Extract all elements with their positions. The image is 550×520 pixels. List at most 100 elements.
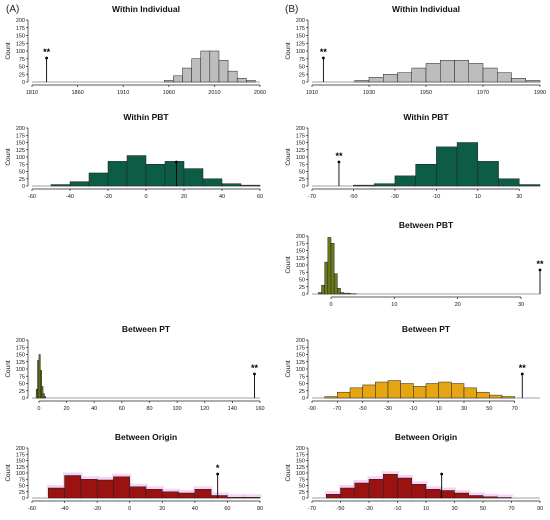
x-tick-label: 70 bbox=[508, 506, 514, 512]
y-tick-label: 75 bbox=[299, 162, 305, 168]
y-tick-label: 0 bbox=[22, 80, 25, 86]
x-tick-label: 1810 bbox=[26, 90, 38, 96]
y-axis-label: Count bbox=[285, 42, 292, 60]
histogram-bar bbox=[373, 183, 396, 187]
histogram-bar bbox=[497, 72, 512, 83]
y-tick-label: 75 bbox=[299, 270, 305, 276]
histogram-bar bbox=[436, 146, 458, 187]
chart-title: Between PBT bbox=[399, 220, 454, 230]
histogram-bar bbox=[40, 370, 42, 399]
histogram-bar bbox=[415, 164, 437, 187]
histogram-bar bbox=[438, 381, 452, 399]
y-tick-label: 75 bbox=[19, 477, 25, 483]
histogram-bar bbox=[194, 489, 212, 499]
x-tick-label: -60 bbox=[28, 506, 36, 512]
x-tick-label: -20 bbox=[93, 506, 101, 512]
y-axis-label: Count bbox=[5, 464, 12, 482]
x-tick-label: 50 bbox=[480, 506, 486, 512]
x-tick-label: 2060 bbox=[254, 90, 266, 96]
x-tick-label: 1910 bbox=[306, 90, 318, 96]
y-tick-label: 100 bbox=[16, 49, 25, 55]
histogram-bar bbox=[88, 172, 109, 187]
y-tick-label: 50 bbox=[299, 170, 305, 176]
histogram-bar bbox=[44, 396, 47, 399]
histogram-bar bbox=[327, 237, 332, 295]
histogram-bar bbox=[368, 479, 384, 499]
histogram-bar bbox=[191, 58, 201, 83]
histogram-bar bbox=[456, 142, 479, 187]
chart-title: Between PT bbox=[402, 324, 451, 334]
observed-marker-dot bbox=[45, 56, 48, 60]
observed-marker-dot bbox=[337, 160, 341, 164]
histogram-bar bbox=[354, 482, 370, 499]
y-tick-label: 50 bbox=[19, 484, 25, 490]
y-tick-label: 75 bbox=[299, 57, 305, 63]
histogram-bar bbox=[394, 175, 416, 187]
histogram-bar bbox=[411, 67, 427, 83]
chart-title: Within Individual bbox=[392, 4, 460, 14]
x-tick-label: 1950 bbox=[420, 90, 432, 96]
y-tick-label: 175 bbox=[296, 345, 305, 351]
density-halo bbox=[481, 493, 499, 498]
histogram-bar bbox=[145, 489, 163, 499]
x-tick-label: 0 bbox=[144, 194, 147, 200]
y-tick-label: 150 bbox=[296, 353, 305, 359]
histogram-bar bbox=[340, 487, 355, 499]
x-tick-label: -70 bbox=[333, 406, 341, 412]
x-tick-label: -10 bbox=[432, 194, 440, 200]
histogram-bar bbox=[200, 50, 211, 83]
x-tick-label: -30 bbox=[365, 506, 373, 512]
histogram-bar bbox=[489, 394, 503, 399]
y-tick-label: 200 bbox=[296, 446, 305, 452]
x-tick-label: 1970 bbox=[477, 90, 489, 96]
y-tick-label: 150 bbox=[296, 34, 305, 40]
y-tick-label: 175 bbox=[16, 345, 25, 351]
y-tick-label: 175 bbox=[296, 133, 305, 139]
x-tick-label: -20 bbox=[104, 194, 112, 200]
density-halo bbox=[225, 494, 246, 498]
x-tick-label: 1910 bbox=[117, 90, 129, 96]
x-tick-label: -60 bbox=[28, 194, 36, 200]
y-axis-label: Count bbox=[5, 360, 12, 378]
significance-label: ** bbox=[251, 363, 259, 373]
y-tick-label: 50 bbox=[299, 484, 305, 490]
histogram-bar bbox=[240, 184, 261, 187]
chart-B-between-pt: Between PTCount0255075100125150175200-90… bbox=[285, 324, 540, 412]
y-tick-label: 25 bbox=[299, 72, 305, 78]
y-axis-label: Count bbox=[5, 148, 12, 166]
histogram-bar bbox=[126, 155, 147, 187]
histogram-bar bbox=[324, 261, 329, 295]
x-tick-label: 80 bbox=[257, 506, 263, 512]
histogram-bar bbox=[497, 497, 512, 499]
y-tick-label: 0 bbox=[22, 496, 25, 502]
x-tick-label: 30 bbox=[518, 302, 524, 308]
histogram-bar bbox=[482, 496, 498, 499]
significance-label: ** bbox=[335, 151, 343, 161]
y-tick-label: 150 bbox=[296, 459, 305, 465]
y-tick-label: 175 bbox=[296, 452, 305, 458]
x-tick-label: 70 bbox=[512, 406, 518, 412]
y-tick-label: 125 bbox=[296, 360, 305, 366]
x-tick-label: 1930 bbox=[363, 90, 375, 96]
y-tick-label: 0 bbox=[302, 80, 305, 86]
x-tick-label: 40 bbox=[192, 506, 198, 512]
chart-A-between-origin: Between OriginCount025507510012515017520… bbox=[5, 432, 263, 512]
x-tick-label: 40 bbox=[219, 194, 225, 200]
histogram-bar bbox=[221, 183, 242, 187]
chart-title: Between PT bbox=[122, 324, 171, 334]
x-tick-label: -50 bbox=[337, 506, 345, 512]
y-tick-label: 75 bbox=[19, 57, 25, 63]
x-tick-label: 10 bbox=[391, 302, 397, 308]
y-tick-label: 100 bbox=[296, 263, 305, 269]
observed-marker-dot bbox=[175, 160, 178, 164]
y-tick-label: 150 bbox=[16, 34, 25, 40]
y-tick-label: 0 bbox=[302, 496, 305, 502]
histogram-bar bbox=[397, 72, 412, 83]
histogram-bar bbox=[330, 243, 335, 295]
y-tick-label: 25 bbox=[19, 389, 25, 395]
x-tick-label: 1860 bbox=[71, 90, 83, 96]
histogram-bar bbox=[64, 475, 82, 499]
y-tick-label: 100 bbox=[296, 367, 305, 373]
